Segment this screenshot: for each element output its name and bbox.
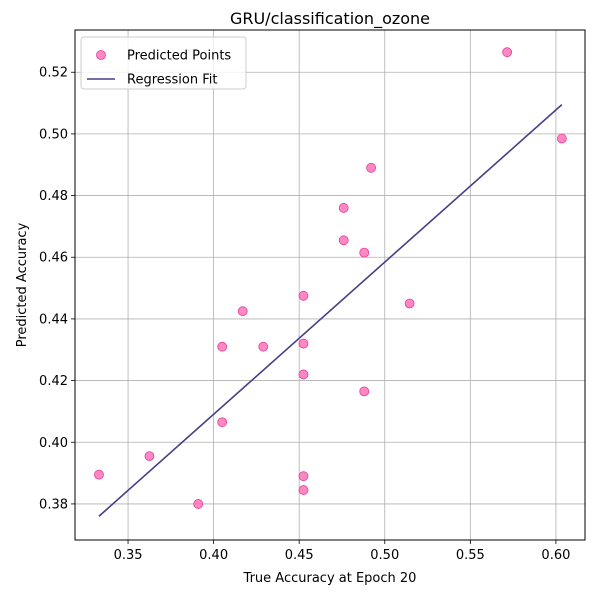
chart-title: GRU/classification_ozone: [230, 9, 430, 29]
scatter-point: [298, 369, 309, 380]
scatter-point: [359, 247, 370, 258]
scatter-point: [217, 417, 228, 428]
x-tick-label: 0.60: [541, 548, 570, 563]
y-tick-label: 0.46: [39, 251, 68, 266]
x-axis-label: True Accuracy at Epoch 20: [243, 571, 417, 586]
y-tick-label: 0.50: [39, 127, 68, 142]
y-tick-label: 0.40: [39, 436, 68, 451]
regression-line-layer: [98, 104, 563, 517]
x-tick-label: 0.40: [199, 548, 228, 563]
y-tick-label: 0.48: [39, 189, 68, 204]
legend-label-regression-fit: Regression Fit: [127, 73, 217, 88]
regression-fit-line: [98, 104, 563, 517]
scatter-point: [338, 235, 349, 246]
scatter-point: [404, 298, 415, 309]
scatter-point: [193, 499, 204, 509]
y-tick-label: 0.42: [39, 374, 68, 389]
scatter-point: [298, 485, 309, 495]
scatter-point: [298, 338, 309, 349]
legend-label-predicted-points: Predicted Points: [127, 49, 231, 64]
grid-lines: [75, 30, 585, 540]
x-tick-label: 0.45: [285, 548, 314, 563]
scatter-point: [556, 133, 567, 144]
legend: Predicted Points Regression Fit: [80, 36, 247, 90]
scatter-point: [144, 451, 155, 462]
scatter-point: [338, 203, 349, 213]
scatter-point: [94, 469, 104, 480]
scatter-point: [359, 386, 370, 397]
axis-ticks: 0.35 0.40 0.45 0.50 0.55 0.60 0.38 0.40 0.42 0.44…: [39, 66, 570, 563]
x-tick-label: 0.35: [114, 548, 143, 563]
scatter-point: [217, 341, 228, 352]
scatter-point: [258, 341, 269, 352]
y-axis-label: Predicted Accuracy: [15, 222, 30, 347]
scatter-point: [298, 290, 309, 301]
scatter-point: [298, 471, 309, 482]
plot-frame: [74, 29, 586, 541]
x-tick-label: 0.50: [370, 548, 399, 563]
y-tick-label: 0.44: [39, 312, 68, 327]
scatter-point: [502, 47, 513, 58]
scatter-point: [237, 306, 248, 317]
x-tick-label: 0.55: [456, 548, 485, 563]
legend-marker-predicted-points: [96, 50, 106, 60]
legend-box: [80, 36, 247, 90]
y-tick-label: 0.38: [39, 497, 68, 512]
y-tick-label: 0.52: [39, 66, 68, 81]
scatter-points: [94, 47, 567, 509]
scatter-point: [366, 162, 376, 173]
